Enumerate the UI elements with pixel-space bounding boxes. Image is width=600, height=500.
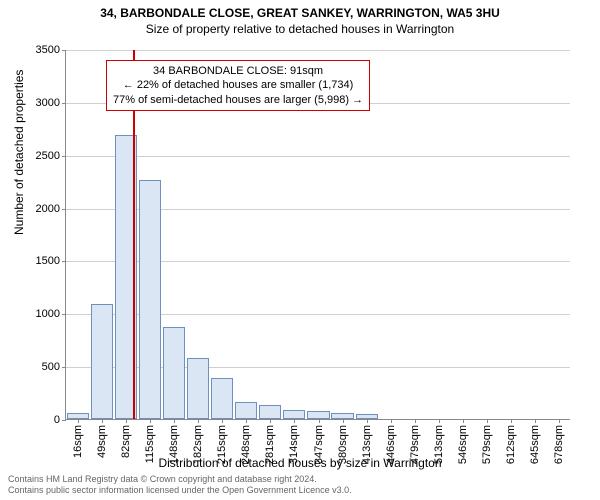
histogram-bar bbox=[235, 402, 257, 419]
gridline bbox=[66, 50, 570, 51]
xtick-mark bbox=[535, 419, 536, 423]
histogram-bar bbox=[139, 180, 161, 419]
xtick-mark bbox=[246, 419, 247, 423]
footer-line2: Contains public sector information licen… bbox=[8, 485, 352, 496]
ytick-mark bbox=[62, 103, 66, 104]
annotation-line1: 34 BARBONDALE CLOSE: 91sqm bbox=[113, 64, 363, 78]
xtick-mark bbox=[319, 419, 320, 423]
ytick-mark bbox=[62, 420, 66, 421]
xtick-mark bbox=[102, 419, 103, 423]
ytick-mark bbox=[62, 314, 66, 315]
footer-attribution: Contains HM Land Registry data © Crown c… bbox=[8, 474, 352, 496]
xtick-label: 49sqm bbox=[96, 425, 108, 458]
xtick-mark bbox=[559, 419, 560, 423]
ytick-mark bbox=[62, 50, 66, 51]
xtick-mark bbox=[78, 419, 79, 423]
chart-title-line2: Size of property relative to detached ho… bbox=[0, 20, 600, 36]
gridline bbox=[66, 156, 570, 157]
histogram-bar bbox=[283, 410, 305, 420]
ytick-mark bbox=[62, 261, 66, 262]
ytick-label: 2000 bbox=[36, 203, 60, 215]
ytick-mark bbox=[62, 367, 66, 368]
ytick-label: 500 bbox=[42, 361, 60, 373]
y-axis-label: Number of detached properties bbox=[12, 70, 26, 235]
xtick-mark bbox=[126, 419, 127, 423]
annotation-box: 34 BARBONDALE CLOSE: 91sqm← 22% of detac… bbox=[106, 60, 370, 111]
ytick-label: 2500 bbox=[36, 150, 60, 162]
footer-line1: Contains HM Land Registry data © Crown c… bbox=[8, 474, 352, 485]
xtick-label: 16sqm bbox=[72, 425, 84, 458]
histogram-bar bbox=[307, 411, 329, 419]
xtick-label: 82sqm bbox=[120, 425, 132, 458]
ytick-label: 3500 bbox=[36, 44, 60, 56]
ytick-label: 0 bbox=[54, 414, 60, 426]
histogram-bar bbox=[91, 304, 113, 419]
xtick-mark bbox=[511, 419, 512, 423]
xtick-mark bbox=[150, 419, 151, 423]
ytick-mark bbox=[62, 156, 66, 157]
ytick-label: 1500 bbox=[36, 255, 60, 267]
ytick-label: 3000 bbox=[36, 97, 60, 109]
ytick-label: 1000 bbox=[36, 308, 60, 320]
xtick-mark bbox=[343, 419, 344, 423]
histogram-bar bbox=[163, 327, 185, 419]
annotation-line2: ← 22% of detached houses are smaller (1,… bbox=[113, 78, 363, 92]
xtick-mark bbox=[222, 419, 223, 423]
xtick-mark bbox=[487, 419, 488, 423]
xtick-mark bbox=[439, 419, 440, 423]
ytick-mark bbox=[62, 209, 66, 210]
histogram-bar bbox=[259, 405, 281, 419]
annotation-line3: 77% of semi-detached houses are larger (… bbox=[113, 93, 363, 107]
xtick-mark bbox=[463, 419, 464, 423]
histogram-bar bbox=[187, 358, 209, 419]
xtick-mark bbox=[391, 419, 392, 423]
xtick-mark bbox=[415, 419, 416, 423]
chart-title-line1: 34, BARBONDALE CLOSE, GREAT SANKEY, WARR… bbox=[0, 0, 600, 20]
xtick-mark bbox=[174, 419, 175, 423]
xtick-mark bbox=[294, 419, 295, 423]
xtick-mark bbox=[270, 419, 271, 423]
xtick-mark bbox=[367, 419, 368, 423]
histogram-bar bbox=[211, 378, 233, 419]
chart-plot-area: 050010001500200025003000350016sqm49sqm82… bbox=[65, 50, 570, 420]
x-axis-label: Distribution of detached houses by size … bbox=[0, 456, 600, 470]
xtick-mark bbox=[198, 419, 199, 423]
